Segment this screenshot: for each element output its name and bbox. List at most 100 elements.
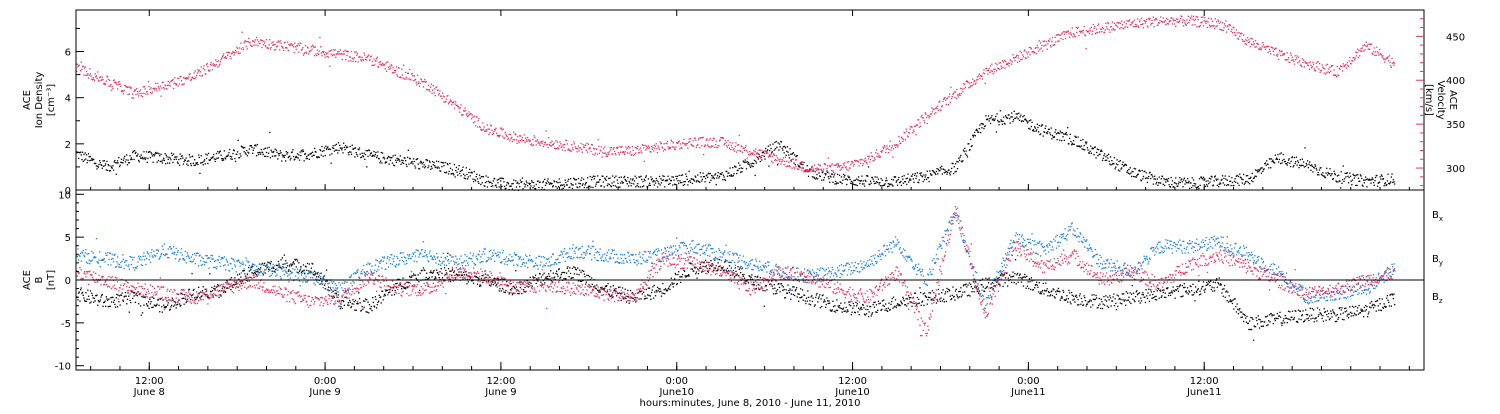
density-series-point <box>532 187 534 189</box>
density-series-point <box>186 163 188 165</box>
velocity-series-point <box>1363 44 1365 46</box>
velocity-series-point <box>1276 54 1278 56</box>
density-series-point <box>1035 130 1037 132</box>
velocity-series-point <box>429 90 431 93</box>
velocity-series-point <box>1231 28 1233 30</box>
density-series-point <box>424 167 426 169</box>
velocity-series-point <box>707 144 709 146</box>
velocity-series-point <box>391 65 393 67</box>
density-series-point <box>358 149 360 151</box>
density-series-point <box>1394 183 1396 185</box>
b-series-bx-point <box>247 277 249 279</box>
b-series-bx-point <box>298 262 300 264</box>
density-series-point <box>1134 176 1136 178</box>
density-series-point <box>777 142 779 144</box>
velocity-series-point <box>1394 62 1396 64</box>
velocity-series-point <box>212 63 214 65</box>
velocity-series-point <box>579 147 581 149</box>
velocity-series-point <box>236 47 239 50</box>
velocity-series-point <box>888 148 890 151</box>
density-series-point <box>687 181 690 183</box>
b-series-bx-point <box>620 299 622 301</box>
density-series-point <box>685 173 687 175</box>
density-series-point <box>796 155 798 157</box>
density-series-point <box>525 180 527 182</box>
density-series-point <box>662 179 665 181</box>
density-series-point <box>1060 132 1062 134</box>
density-series-point <box>378 158 380 160</box>
density-series-point <box>999 121 1001 123</box>
density-series-point <box>436 167 438 169</box>
velocity-series-point <box>145 93 147 95</box>
b-series-bx-point <box>379 296 381 299</box>
density-series-point <box>646 186 648 188</box>
density-series-point <box>1173 186 1175 188</box>
density-series-point <box>721 172 723 174</box>
density-series-point <box>346 146 348 148</box>
velocity-series-point <box>418 85 421 87</box>
b-series-bx-point <box>119 304 121 306</box>
b-series-bx-point <box>543 272 545 274</box>
velocity-series-point <box>175 84 177 86</box>
density-series-point <box>256 155 258 157</box>
velocity-series-point <box>813 164 816 166</box>
density-series-point <box>432 160 434 163</box>
velocity-series-point <box>735 142 737 144</box>
b-series-bx-point <box>548 273 550 275</box>
velocity-series-point <box>1257 43 1259 45</box>
density-series-point <box>282 156 284 158</box>
density-series-point <box>730 174 732 176</box>
velocity-series-point <box>85 70 88 73</box>
density-series-point <box>244 146 246 149</box>
velocity-series-point <box>1005 60 1007 63</box>
velocity-series-point <box>1041 50 1044 52</box>
density-series-point <box>1125 163 1127 166</box>
density-series-point <box>1195 186 1197 189</box>
density-series-point <box>738 167 740 170</box>
density-series-point <box>1131 170 1133 173</box>
density-series-point <box>295 155 297 158</box>
velocity-series-point <box>1354 57 1356 59</box>
b-series-bx-point <box>335 292 338 295</box>
density-series-point <box>911 175 913 177</box>
density-series-point <box>1027 121 1029 123</box>
velocity-series-point <box>666 143 668 145</box>
velocity-series-point <box>931 107 933 109</box>
b-series-bx-point <box>691 268 694 270</box>
velocity-series-point <box>312 45 314 48</box>
density-series-point <box>1039 133 1041 136</box>
velocity-series-point <box>304 52 306 54</box>
velocity-series-point <box>250 45 252 47</box>
velocity-series-point <box>799 162 801 164</box>
velocity-series-point <box>771 160 773 162</box>
density-series-point <box>1260 167 1262 169</box>
b-series-bx-point <box>371 309 373 312</box>
b-series-bx-point <box>526 285 528 287</box>
velocity-series-point <box>1317 61 1319 63</box>
density-series-point <box>1088 152 1090 154</box>
density-series-point <box>1206 185 1209 187</box>
density-series-point <box>200 162 202 164</box>
density-series-point <box>546 182 548 185</box>
velocity-series-point <box>576 151 578 153</box>
velocity-series-point <box>1183 20 1185 22</box>
density-series-point <box>143 151 145 153</box>
velocity-series-point <box>951 96 953 98</box>
b-series-bx-point <box>230 277 233 279</box>
velocity-series-point <box>1146 18 1148 20</box>
density-series-point <box>1243 173 1245 176</box>
velocity-series-point <box>1291 59 1293 61</box>
density-series-point <box>90 159 92 161</box>
velocity-series-point <box>396 74 398 76</box>
velocity-series-point <box>691 145 694 147</box>
density-series-point <box>1327 171 1329 174</box>
density-series-point <box>140 154 142 156</box>
density-series-point <box>573 177 575 179</box>
b-series-bx-point <box>520 281 522 283</box>
density-series-point <box>1308 163 1310 165</box>
density-series-point <box>269 157 272 159</box>
density-series-point <box>531 181 533 183</box>
b-series-bx-point <box>496 283 498 286</box>
velocity-series-point <box>684 143 686 145</box>
velocity-series-point <box>825 163 827 165</box>
